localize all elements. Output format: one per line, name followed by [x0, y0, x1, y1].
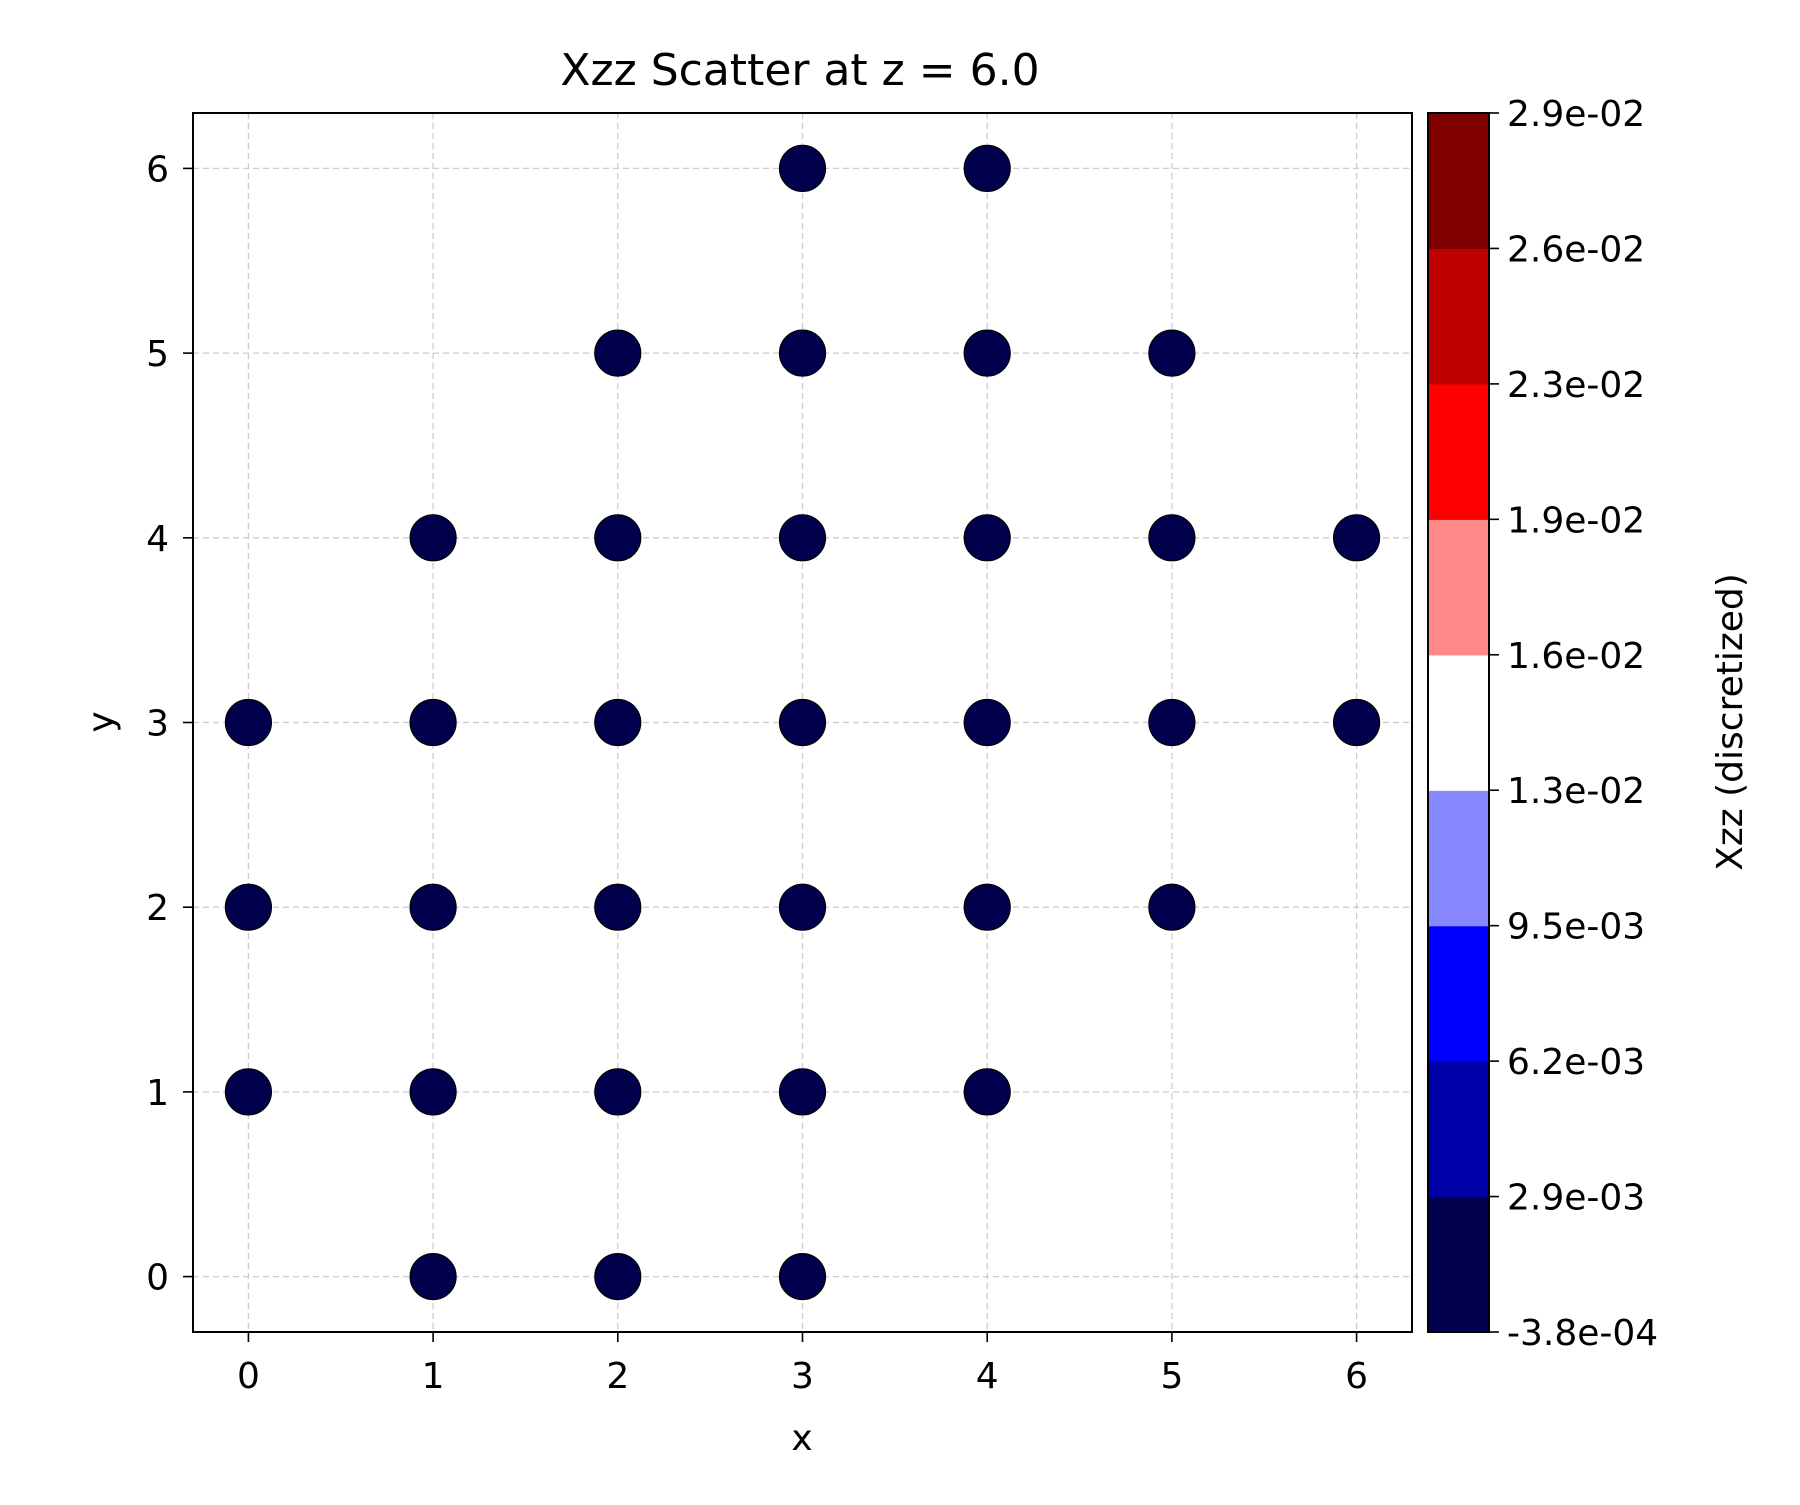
scatter-point — [1332, 698, 1381, 747]
x-tick-label: 6 — [1345, 1356, 1368, 1397]
colorbar-segment — [1428, 790, 1489, 927]
colorbar-segment — [1428, 1061, 1489, 1198]
colorbar-segment — [1428, 248, 1489, 385]
scatter-point — [963, 329, 1011, 377]
scatter-point — [778, 1068, 827, 1116]
scatter-point — [1148, 514, 1196, 562]
y-tick-label: 3 — [146, 704, 169, 745]
y-tick-label: 6 — [146, 149, 169, 190]
scatter-point — [594, 329, 642, 377]
colorbar-tick-label: 9.5e-03 — [1507, 907, 1645, 948]
x-tick-label: 0 — [237, 1356, 260, 1397]
colorbar-segment — [1428, 383, 1489, 520]
scatter-point — [963, 514, 1011, 562]
scatter-point — [409, 883, 457, 931]
scatter-point — [594, 514, 642, 562]
y-tick-label: 1 — [146, 1073, 169, 1114]
scatter-point — [778, 144, 827, 193]
x-axis-label: x — [791, 1418, 812, 1459]
x-axis-ticks: 0 1 2 3 4 5 6 — [237, 1332, 1368, 1397]
colorbar-segment — [1428, 113, 1489, 250]
x-tick-label: 5 — [1160, 1356, 1183, 1397]
scatter-point — [778, 514, 827, 562]
colorbar-tick-label: 2.6e-02 — [1507, 229, 1645, 270]
scatter-point — [594, 883, 642, 931]
colorbar-segment — [1428, 519, 1489, 656]
y-axis-label: y — [81, 711, 122, 732]
scatter-point — [594, 1068, 642, 1116]
scatter-point — [963, 144, 1011, 193]
scatter-point — [778, 329, 827, 377]
chart-title: Xzz Scatter at z = 6.0 — [560, 45, 1039, 96]
scatter-point — [409, 1068, 457, 1116]
scatter-point — [409, 514, 457, 562]
scatter-point — [963, 1068, 1011, 1116]
scatter-point — [1148, 329, 1196, 377]
colorbar-segment — [1428, 1196, 1489, 1333]
y-tick-label: 0 — [146, 1258, 169, 1299]
scatter-point — [409, 1252, 457, 1301]
scatter-point — [224, 1068, 273, 1116]
scatter-point — [778, 883, 827, 931]
scatter-point — [594, 698, 642, 747]
scatter-point — [1148, 883, 1196, 931]
x-tick-label: 1 — [422, 1356, 445, 1397]
colorbar-tick-label: 1.3e-02 — [1507, 771, 1645, 812]
colorbar-tick-label: 6.2e-03 — [1507, 1042, 1645, 1083]
colorbar-frame — [1427, 112, 1490, 1333]
x-tick-label: 2 — [606, 1356, 629, 1397]
y-tick-label: 4 — [146, 519, 169, 560]
scatter-point — [594, 1252, 642, 1301]
colorbar-tick-label: 2.3e-02 — [1507, 365, 1645, 406]
scatter-point — [963, 698, 1011, 747]
scatter-point — [1148, 698, 1196, 747]
y-tick-label: 5 — [146, 334, 169, 375]
colorbar-tick-label: 2.9e-02 — [1507, 94, 1645, 135]
x-tick-label: 4 — [976, 1356, 999, 1397]
colorbar-label: Xzz (discretized) — [1710, 573, 1751, 871]
colorbar-tick-label: 1.9e-02 — [1507, 500, 1645, 541]
scatter-point — [224, 698, 273, 747]
scatter-point — [224, 883, 273, 931]
y-axis-ticks: 0 1 2 3 4 5 6 — [146, 149, 193, 1299]
scatter-point — [1332, 514, 1381, 562]
scatter-point — [778, 1252, 827, 1301]
colorbar: -3.8e-04 2.9e-03 6.2e-03 9.5e-03 1.3e-02 1.6e… — [1428, 94, 1658, 1354]
points-layer — [224, 144, 1381, 1301]
scatter-point — [963, 883, 1011, 931]
colorbar-segment — [1428, 654, 1489, 791]
colorbar-segment — [1428, 925, 1489, 1062]
scatter-point — [778, 698, 827, 747]
x-tick-label: 3 — [791, 1356, 814, 1397]
y-tick-label: 2 — [146, 888, 169, 929]
colorbar-tick-label: 1.6e-02 — [1507, 636, 1645, 677]
scatter-point — [409, 698, 457, 747]
colorbar-tick-label: 2.9e-03 — [1507, 1178, 1645, 1219]
grid-layer — [193, 113, 1412, 1332]
colorbar-tick-label: -3.8e-04 — [1507, 1313, 1658, 1354]
